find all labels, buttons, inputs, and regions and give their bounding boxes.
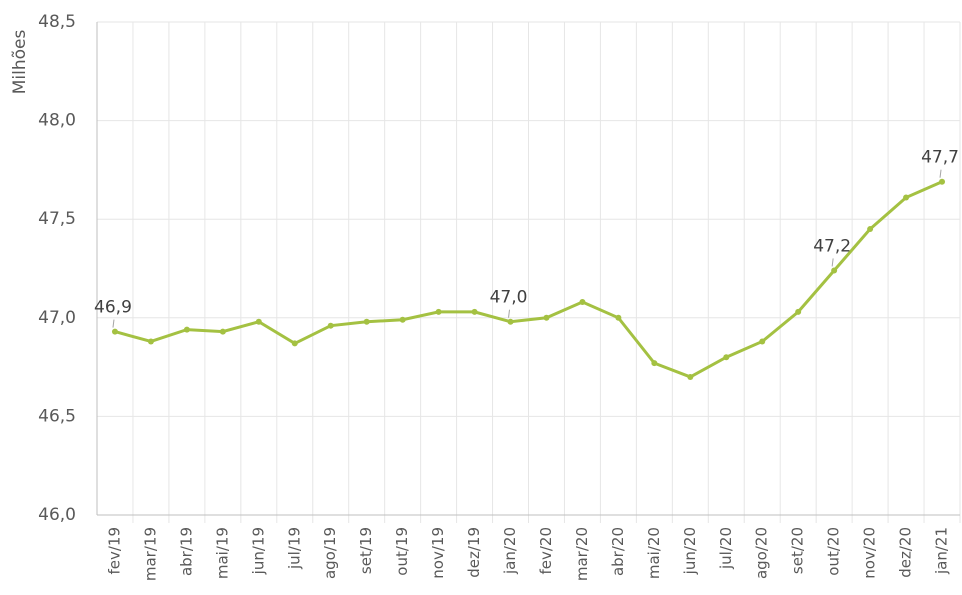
y-tick-label: 46,0 xyxy=(38,505,76,525)
x-tick-label: nov/19 xyxy=(429,527,447,579)
data-label: 47,2 xyxy=(813,236,851,256)
point xyxy=(867,226,874,233)
point xyxy=(759,338,766,345)
point xyxy=(507,318,514,325)
y-tick-label: 46,5 xyxy=(38,406,76,426)
leader-line xyxy=(939,169,942,178)
x-tick-label: jul/20 xyxy=(717,527,735,570)
point xyxy=(579,299,586,306)
x-tick-label: nov/20 xyxy=(861,527,879,579)
leader-line xyxy=(112,319,115,328)
y-tick-label: 48,5 xyxy=(38,12,76,32)
line xyxy=(114,180,943,379)
point xyxy=(831,267,838,274)
point xyxy=(399,316,406,323)
point xyxy=(183,326,190,333)
x-tick-label: set/20 xyxy=(789,527,807,574)
y-tick-label: 47,5 xyxy=(38,209,76,229)
x-tick-label: jan/21 xyxy=(933,527,951,575)
x-tick-label: fev/19 xyxy=(105,527,123,575)
point xyxy=(939,178,946,185)
x-tick-label: mar/20 xyxy=(573,527,591,581)
data-label: 46,9 xyxy=(94,298,132,318)
point xyxy=(615,314,622,321)
point xyxy=(723,354,730,361)
point xyxy=(543,314,550,321)
data-label: 47,7 xyxy=(921,148,959,168)
point xyxy=(111,328,118,335)
point xyxy=(255,318,262,325)
x-tick-label: out/19 xyxy=(393,527,411,576)
x-tick-label: out/20 xyxy=(825,527,843,576)
y-tick-label: 47,0 xyxy=(38,308,76,328)
x-tick-label: mai/20 xyxy=(645,527,663,579)
x-tick-label: jul/19 xyxy=(285,527,303,570)
point xyxy=(651,360,658,367)
leader-line xyxy=(508,309,511,318)
point xyxy=(471,308,478,315)
point xyxy=(795,308,802,315)
x-tick-label: dez/20 xyxy=(897,527,915,578)
point xyxy=(327,322,334,329)
x-tick-label: abr/19 xyxy=(177,527,195,576)
y-axis-label: Milhões xyxy=(10,30,30,95)
point xyxy=(363,318,370,325)
x-tick-label: jun/19 xyxy=(249,527,267,575)
x-tick-label: mar/19 xyxy=(141,527,159,581)
x-tick-label: ago/20 xyxy=(753,527,771,579)
x-tick-label: mai/19 xyxy=(213,527,231,579)
leader-line xyxy=(831,258,834,267)
point xyxy=(903,194,910,201)
point xyxy=(687,373,694,380)
x-tick-label: dez/19 xyxy=(465,527,483,578)
y-tick-label: 48,0 xyxy=(38,111,76,131)
data-label: 47,0 xyxy=(490,288,528,308)
x-tick-label: fev/20 xyxy=(537,527,555,575)
x-tick-label: jun/20 xyxy=(681,527,699,575)
point xyxy=(435,308,442,315)
x-tick-label: abr/20 xyxy=(609,527,627,576)
x-tick-label: set/19 xyxy=(357,527,375,574)
point xyxy=(147,338,154,345)
point xyxy=(291,340,298,347)
x-tick-label: jan/20 xyxy=(501,527,519,575)
x-tick-label: ago/19 xyxy=(321,527,339,579)
point xyxy=(219,328,226,335)
